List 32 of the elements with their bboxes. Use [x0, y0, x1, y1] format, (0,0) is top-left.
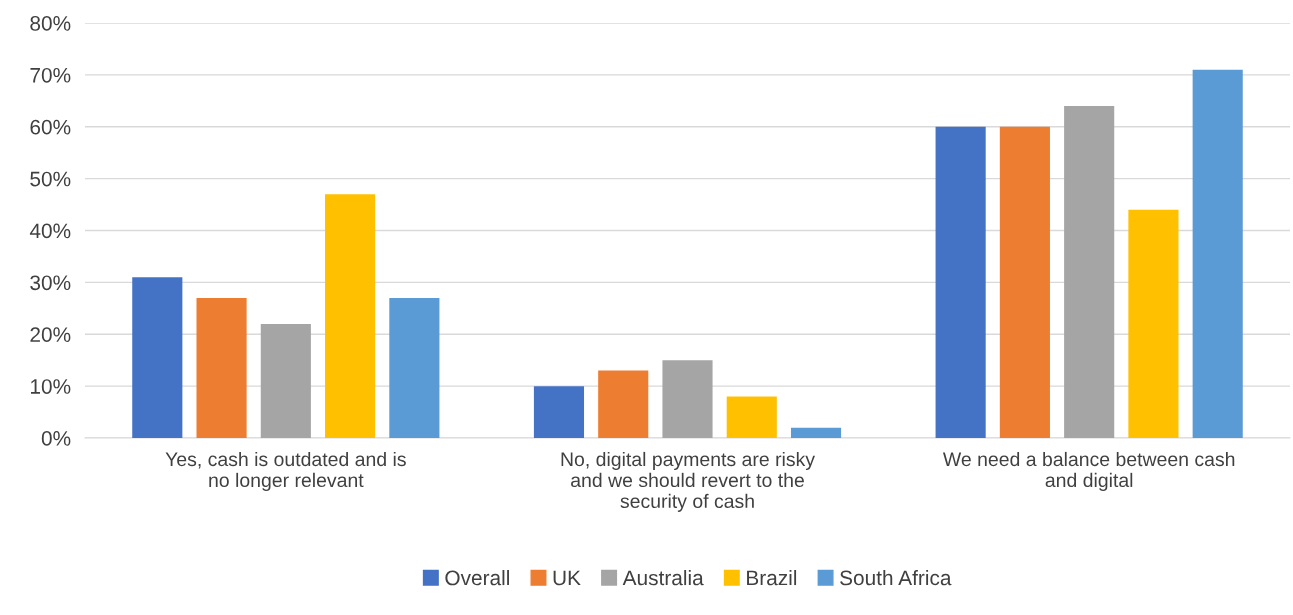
bar — [1064, 106, 1115, 438]
y-tick-label: 40% — [29, 223, 71, 239]
legend-label: Overall — [445, 569, 509, 586]
bar — [1128, 209, 1179, 438]
legend-label: Brazil — [747, 569, 797, 586]
y-tick-label: 50% — [30, 171, 71, 187]
bar — [790, 427, 842, 438]
legend-label: Australia — [622, 569, 704, 586]
bar — [935, 126, 986, 438]
bar — [260, 323, 311, 438]
legend-label: UK — [553, 570, 581, 586]
bar — [999, 126, 1050, 438]
bar — [533, 386, 585, 438]
x-tick-label: No, digital payments are risky and we should revert to the security of cash — [561, 451, 815, 512]
y-tick-label: 10% — [31, 379, 71, 394]
y-tick-label: 80% — [30, 16, 71, 31]
bar — [389, 297, 440, 438]
bar — [662, 360, 713, 438]
bar — [325, 194, 376, 438]
y-tick-label: 70% — [30, 67, 71, 83]
y-tick-label: 60% — [30, 119, 71, 135]
legend-label: South Africa — [840, 569, 952, 586]
y-tick-label: 0% — [41, 431, 71, 446]
bar — [132, 277, 183, 438]
y-tick-label: 30% — [30, 275, 71, 291]
y-tick-label: 20% — [30, 327, 71, 342]
x-tick-label: We need a balance between cash and digital — [942, 451, 1235, 491]
bar — [196, 297, 247, 438]
bar — [726, 396, 777, 438]
x-tick-label: Yes, cash is outdated and is no longer relevant — [165, 451, 406, 491]
bar — [598, 370, 649, 438]
bar — [1192, 69, 1243, 438]
